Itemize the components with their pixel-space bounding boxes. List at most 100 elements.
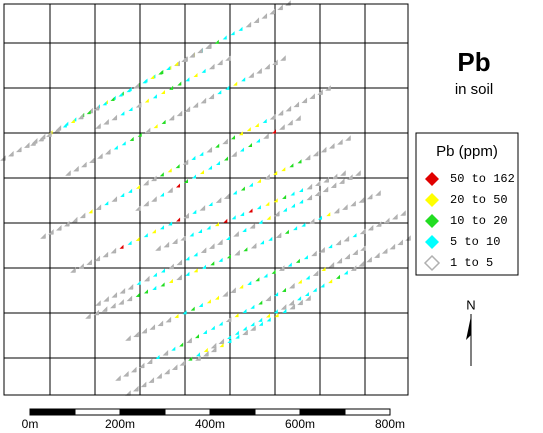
sample-point	[85, 313, 91, 319]
sample-point	[157, 320, 164, 327]
sample-point	[180, 235, 186, 241]
sample-point	[304, 292, 309, 297]
sample-point	[343, 270, 348, 275]
sample-point	[168, 263, 174, 270]
sample-point	[155, 245, 161, 251]
sample-point	[309, 93, 315, 99]
sample-point	[103, 296, 109, 302]
sample-point	[171, 364, 178, 370]
legend-symbol	[425, 214, 439, 228]
sample-point	[352, 233, 357, 238]
sample-point	[121, 141, 126, 146]
sample-point	[273, 170, 278, 175]
sample-point	[219, 343, 224, 348]
sample-point	[280, 304, 287, 310]
sample-point	[161, 90, 166, 95]
sample-point	[282, 194, 287, 199]
sample-point	[227, 338, 232, 343]
sample-point	[119, 288, 126, 294]
sample-point	[344, 253, 350, 260]
sample-point	[164, 368, 170, 375]
scale-label: 800m	[375, 417, 405, 431]
sample-point	[179, 360, 186, 366]
sample-point	[225, 55, 231, 61]
sample-point	[176, 274, 182, 281]
sample-point	[215, 143, 220, 148]
scale-segment	[254, 408, 301, 416]
sample-point	[323, 177, 329, 183]
sample-point	[359, 228, 366, 235]
sample-point	[115, 375, 121, 381]
sample-point	[214, 39, 219, 44]
sample-point	[86, 259, 92, 265]
sample-point	[199, 205, 206, 211]
sample-point	[159, 172, 164, 177]
sample-point	[279, 124, 285, 130]
sample-point	[153, 124, 158, 129]
sample-point	[238, 26, 243, 31]
sample-point	[326, 212, 331, 217]
sample-point	[199, 151, 204, 156]
scale-label: 600m	[285, 417, 315, 431]
sample-point	[339, 178, 345, 184]
sample-point	[366, 256, 372, 263]
sample-point	[274, 210, 280, 217]
sample-point	[325, 85, 331, 91]
sample-point	[167, 187, 173, 193]
sample-point	[250, 325, 256, 331]
sample-point	[151, 175, 157, 182]
sample-point	[64, 121, 69, 126]
sample-point	[360, 245, 366, 251]
sample-point	[234, 249, 240, 256]
sample-point	[185, 256, 190, 261]
sample-point	[222, 138, 228, 145]
sample-point	[320, 146, 327, 153]
sample-point	[208, 165, 213, 170]
sample-point	[301, 222, 306, 227]
sample-point	[269, 114, 276, 120]
sample-point	[97, 153, 103, 159]
sample-point	[172, 238, 178, 244]
sample-point	[257, 178, 262, 183]
sample-point	[206, 146, 213, 153]
sample-point	[143, 200, 149, 207]
sample-point	[384, 217, 390, 224]
sample-point	[193, 252, 198, 257]
sample-point	[258, 219, 263, 224]
sample-point	[149, 324, 156, 330]
sample-point	[135, 102, 142, 108]
sample-point	[105, 148, 111, 155]
sample-point	[64, 220, 70, 227]
sample-point	[138, 362, 145, 369]
sample-point	[126, 295, 133, 302]
sample-point	[104, 201, 109, 206]
sample-point	[340, 170, 346, 176]
sample-point	[243, 247, 248, 252]
sample-point	[248, 72, 254, 78]
sample-point	[200, 247, 207, 253]
legend-symbol	[423, 254, 441, 272]
sample-point	[260, 240, 265, 245]
sample-point	[248, 143, 253, 148]
sample-point	[102, 101, 107, 106]
north-arrow: N	[466, 297, 476, 366]
sample-point	[70, 119, 75, 124]
sample-point	[329, 143, 335, 149]
sample-point	[306, 183, 313, 190]
sample-point	[312, 150, 319, 157]
sample-point	[190, 306, 195, 311]
sample-point	[269, 8, 275, 15]
sample-point	[214, 222, 219, 227]
sample-point	[227, 335, 232, 340]
sample-point	[176, 217, 181, 222]
sample-point	[253, 17, 260, 23]
sample-point	[233, 231, 239, 237]
sample-point	[274, 313, 279, 318]
sample-point	[256, 205, 261, 210]
sample-point	[280, 55, 286, 61]
sample-point	[350, 265, 357, 271]
sample-point	[171, 346, 176, 351]
north-head	[466, 316, 471, 340]
